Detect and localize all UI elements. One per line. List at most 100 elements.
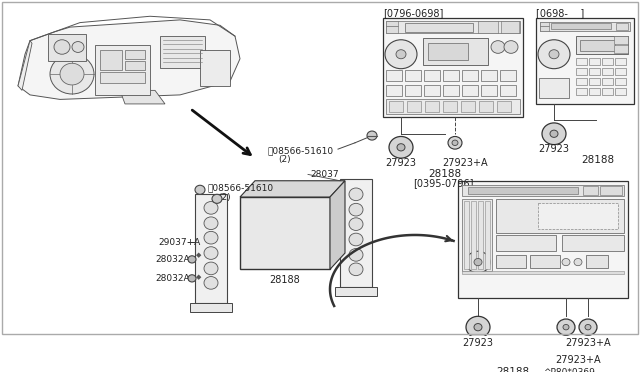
Bar xyxy=(576,88,587,95)
Text: 27923+A: 27923+A xyxy=(565,339,611,349)
Circle shape xyxy=(349,263,363,276)
Bar xyxy=(576,68,587,75)
Polygon shape xyxy=(18,20,240,99)
Bar xyxy=(602,88,613,95)
Polygon shape xyxy=(120,90,165,104)
Bar xyxy=(589,58,600,65)
Text: (2): (2) xyxy=(278,155,291,164)
Circle shape xyxy=(349,218,363,231)
Circle shape xyxy=(550,130,558,137)
Bar xyxy=(48,34,86,61)
Text: Ⓜ08566-51610: Ⓜ08566-51610 xyxy=(268,147,334,155)
Bar xyxy=(405,70,421,81)
Bar xyxy=(443,85,459,96)
Circle shape xyxy=(54,40,70,54)
Bar xyxy=(386,85,402,96)
Bar xyxy=(425,101,439,112)
Text: 28188: 28188 xyxy=(428,169,461,179)
Bar xyxy=(405,23,473,32)
Circle shape xyxy=(349,188,363,201)
Circle shape xyxy=(542,123,566,145)
Bar xyxy=(240,197,330,269)
Bar xyxy=(462,199,492,271)
Bar xyxy=(539,78,569,97)
Text: ^P80*0369: ^P80*0369 xyxy=(543,368,595,372)
Bar xyxy=(485,201,490,269)
Bar xyxy=(462,185,624,196)
Circle shape xyxy=(574,259,582,266)
Bar xyxy=(100,72,145,83)
Bar xyxy=(500,70,516,81)
Circle shape xyxy=(367,131,377,140)
Text: (2): (2) xyxy=(218,193,230,202)
Bar xyxy=(478,201,483,269)
Bar xyxy=(602,68,613,75)
Bar xyxy=(496,235,556,251)
Text: 29037+A: 29037+A xyxy=(158,238,200,247)
Bar xyxy=(551,23,611,29)
Bar xyxy=(340,179,372,288)
Circle shape xyxy=(397,144,405,151)
Bar xyxy=(576,58,587,65)
Polygon shape xyxy=(330,181,345,269)
Polygon shape xyxy=(18,41,32,90)
Text: ◆: ◆ xyxy=(196,252,202,258)
Circle shape xyxy=(504,41,518,53)
Bar xyxy=(536,18,634,104)
Bar xyxy=(615,68,626,75)
Text: 28188: 28188 xyxy=(269,275,300,285)
Text: [0395-0796]: [0395-0796] xyxy=(413,179,474,189)
Bar xyxy=(586,255,608,267)
Circle shape xyxy=(204,247,218,259)
Circle shape xyxy=(188,256,196,263)
Bar xyxy=(195,194,227,303)
Bar xyxy=(335,288,377,296)
Circle shape xyxy=(204,276,218,289)
Circle shape xyxy=(50,54,94,94)
Bar xyxy=(443,70,459,81)
Text: 27923+A: 27923+A xyxy=(442,158,488,168)
Circle shape xyxy=(204,231,218,244)
Bar xyxy=(462,85,478,96)
Bar xyxy=(386,21,520,33)
Text: 27923: 27923 xyxy=(463,339,493,349)
Bar xyxy=(462,70,478,81)
Circle shape xyxy=(188,275,196,282)
Bar xyxy=(407,101,421,112)
Bar xyxy=(125,61,145,70)
Bar xyxy=(458,181,628,298)
Bar xyxy=(424,70,440,81)
Circle shape xyxy=(204,202,218,214)
Circle shape xyxy=(60,63,84,85)
Bar xyxy=(576,36,628,54)
Bar xyxy=(443,101,457,112)
Bar xyxy=(580,40,615,51)
Bar xyxy=(583,186,598,195)
Bar xyxy=(479,101,493,112)
Text: 28037: 28037 xyxy=(310,170,339,179)
Bar xyxy=(576,78,587,85)
Bar xyxy=(538,203,618,229)
Bar xyxy=(481,70,497,81)
Bar xyxy=(464,201,469,269)
Bar xyxy=(614,36,628,44)
Bar xyxy=(501,21,519,33)
Circle shape xyxy=(491,41,505,53)
Circle shape xyxy=(466,316,490,338)
Bar xyxy=(95,45,150,95)
Bar xyxy=(540,22,630,31)
Circle shape xyxy=(349,248,363,261)
Circle shape xyxy=(538,40,570,69)
Bar xyxy=(589,68,600,75)
Circle shape xyxy=(389,137,413,158)
Bar xyxy=(616,23,628,30)
Text: 27923+A: 27923+A xyxy=(555,355,601,365)
Bar xyxy=(160,36,205,68)
Circle shape xyxy=(396,50,406,59)
Text: Ⓜ08566-51610: Ⓜ08566-51610 xyxy=(208,183,274,192)
Circle shape xyxy=(212,194,222,203)
Bar xyxy=(589,88,600,95)
Text: 28188: 28188 xyxy=(581,155,614,165)
Circle shape xyxy=(557,319,575,335)
Bar xyxy=(481,85,497,96)
